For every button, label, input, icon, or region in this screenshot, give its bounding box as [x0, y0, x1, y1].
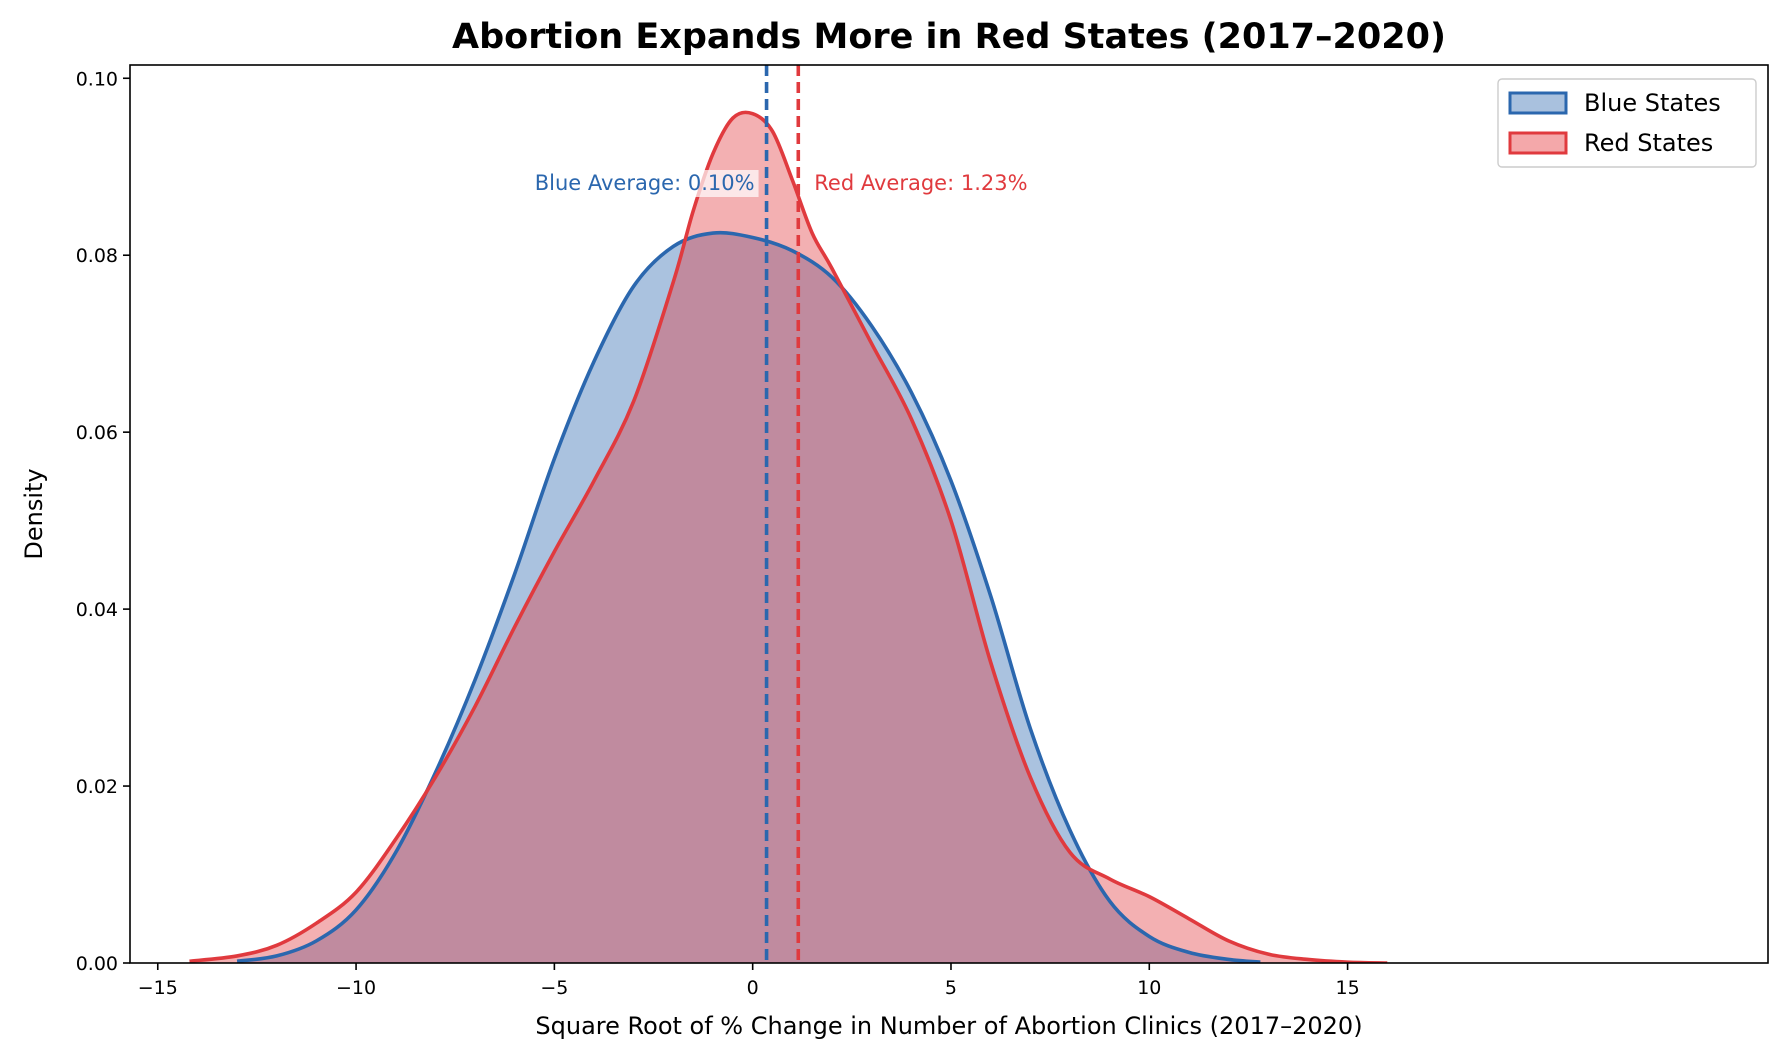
x-tick-label: −10	[336, 977, 376, 999]
y-axis-label: Density	[20, 468, 48, 559]
y-tick-label: 0.06	[76, 422, 118, 444]
x-tick-label: −15	[138, 977, 178, 999]
x-tick-label: 5	[945, 977, 957, 999]
x-axis-label: Square Root of % Change in Number of Abo…	[535, 1012, 1362, 1040]
x-tick-label: 10	[1137, 977, 1161, 999]
y-tick-label: 0.00	[76, 953, 118, 975]
y-tick-label: 0.02	[76, 776, 118, 798]
axes-frame	[129, 64, 1769, 964]
red-states-density-fill	[189, 112, 1388, 963]
red-states-density-line	[189, 110, 1388, 963]
chart-title: Abortion Expands More in Red States (201…	[452, 17, 1446, 57]
blue-states-density-fill	[237, 232, 1261, 963]
x-tick-label: −5	[540, 977, 568, 999]
legend-label-blue-states: Blue States	[1584, 89, 1721, 117]
blue-mean-label-bg	[530, 170, 759, 197]
y-tick-label: 0.08	[76, 245, 118, 267]
legend-swatch-blue-states	[1508, 91, 1568, 115]
legend-swatch-red-states	[1508, 131, 1568, 155]
y-tick-label: 0.04	[76, 599, 118, 621]
x-tick-label: 15	[1335, 977, 1359, 999]
legend-label-red-states: Red States	[1584, 129, 1713, 157]
y-tick-label: 0.10	[76, 68, 118, 90]
plot-area: Blue Average: 0.10% Red Average: 1.23% −15…	[76, 64, 1769, 999]
blue-states-mean-label: Blue Average: 0.10%	[535, 171, 755, 195]
x-tick-label: 0	[747, 977, 759, 999]
legend: Blue States Red States	[1497, 78, 1757, 168]
plot-clip-group	[189, 65, 1388, 963]
red-states-mean-label: Red Average: 1.23%	[814, 171, 1027, 195]
